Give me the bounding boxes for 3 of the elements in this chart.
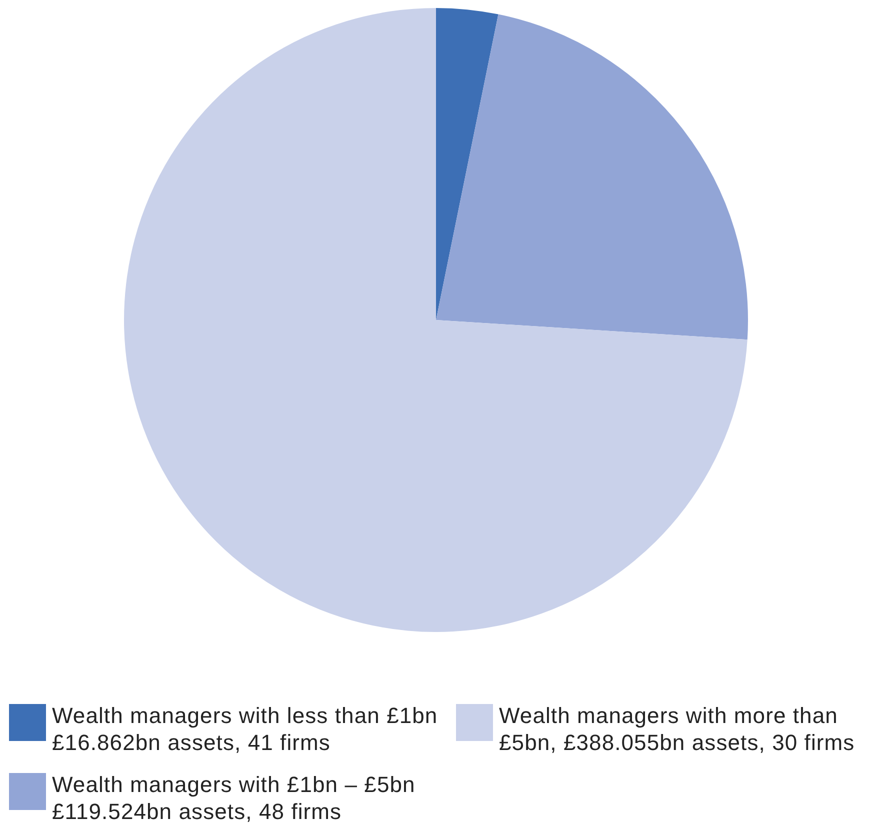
- legend-label: Wealth managers with £1bn – £5bn £119.524bn assets, 48 firms: [52, 771, 416, 825]
- legend-label: Wealth managers with more than £5bn, £388.055bn assets, 30 firms: [499, 702, 855, 756]
- legend-label: Wealth managers with less than £1bn £16.862bn assets, 41 firms: [52, 702, 438, 756]
